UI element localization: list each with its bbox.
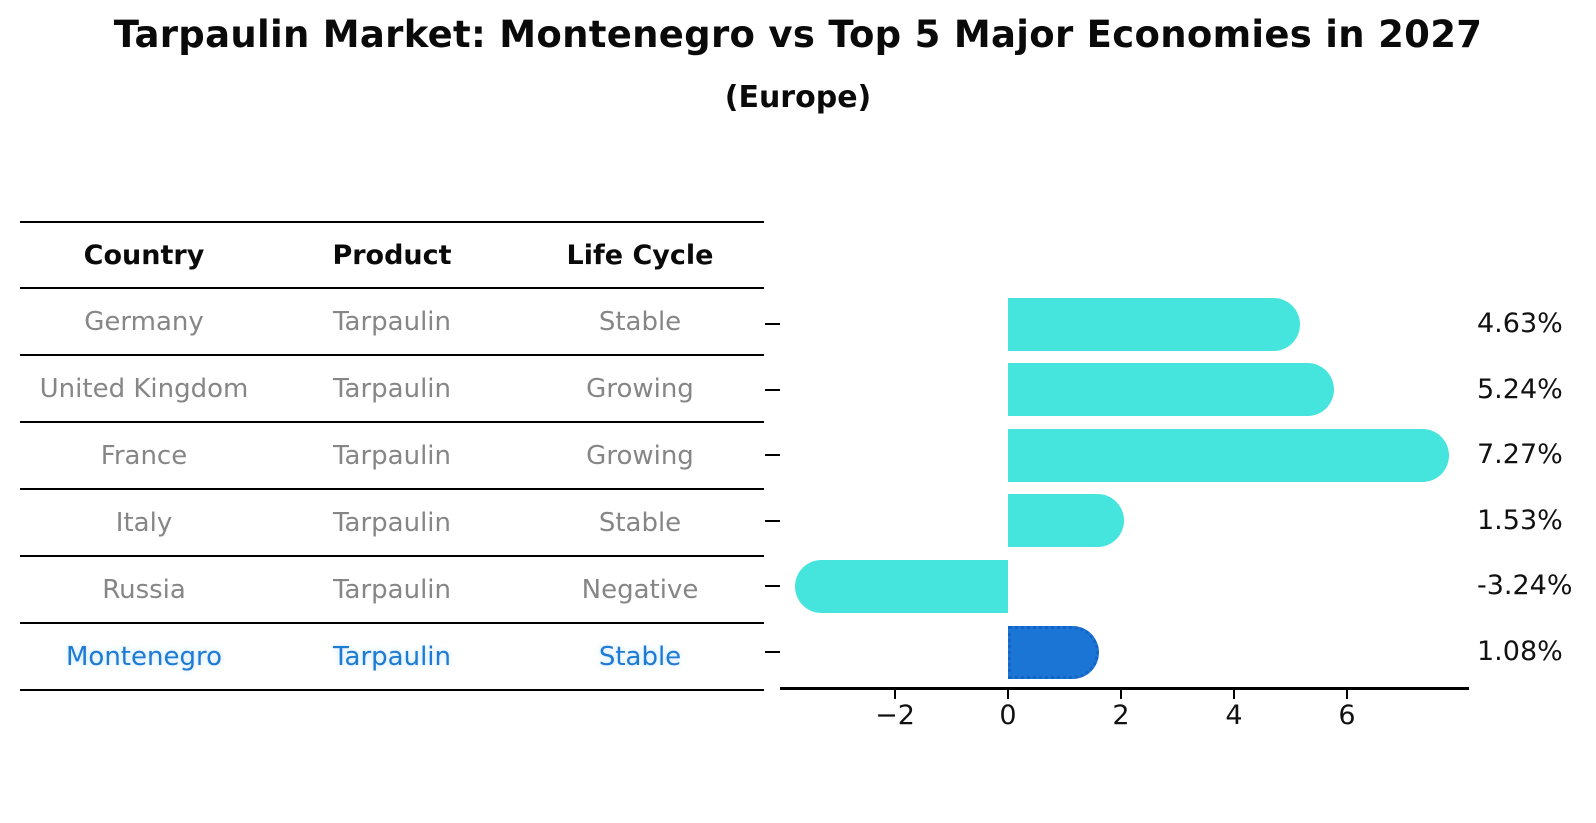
table-row-montenegro: Montenegro Tarpaulin Stable (20, 624, 764, 691)
x-axis-tick-label: 4 (1225, 700, 1243, 731)
cell-country: United Kingdom (39, 373, 249, 404)
bar-montenegro (1008, 625, 1100, 679)
x-axis-tick-label: −2 (875, 700, 915, 731)
bar-united-kingdom (1008, 363, 1335, 417)
y-axis-tick (765, 388, 780, 391)
cell-country: Russia (102, 574, 186, 605)
table-header-life-cycle: Life Cycle (566, 239, 714, 271)
chart-title: Tarpaulin Market: Montenegro vs Top 5 Ma… (113, 13, 1483, 56)
cell-product: Tarpaulin (332, 306, 452, 337)
cell-country: Italy (115, 507, 173, 538)
cell-life-cycle: Growing (586, 373, 694, 404)
cell-product: Tarpaulin (332, 641, 452, 672)
table-body: Germany Tarpaulin Stable United Kingdom Tarp… (20, 289, 764, 691)
cell-life-cycle: Stable (598, 641, 682, 672)
y-axis-tick (765, 651, 780, 653)
x-axis-tick (1007, 689, 1009, 699)
table-header-product: Product (332, 239, 452, 271)
y-axis-tick (765, 585, 780, 588)
chart-subtitle: (Europe) (724, 80, 872, 115)
x-axis-tick-label: 0 (999, 700, 1017, 731)
bar-value-label-italy: 1.53% (1477, 504, 1563, 536)
table-row-russia: Russia Tarpaulin Negative (20, 557, 764, 624)
bar-italy (1008, 494, 1125, 548)
bar-germany (1008, 297, 1300, 351)
cell-life-cycle: Stable (598, 306, 682, 337)
x-axis-tick-label: 6 (1338, 700, 1356, 731)
table-row-germany: Germany Tarpaulin Stable (20, 289, 764, 356)
bar-russia (794, 559, 1008, 613)
y-axis-tick (765, 323, 780, 325)
cell-life-cycle: Stable (598, 507, 682, 538)
x-axis-tick-label: 2 (1112, 700, 1130, 731)
cell-product: Tarpaulin (332, 507, 452, 538)
cell-country: France (100, 440, 188, 471)
cell-product: Tarpaulin (332, 373, 452, 404)
x-axis-line (780, 687, 1469, 690)
table-row-united-kingdom: United Kingdom Tarpaulin Growing (20, 356, 764, 423)
cell-life-cycle: Growing (586, 440, 694, 471)
cell-product: Tarpaulin (332, 440, 452, 471)
bar-value-label-france: 7.27% (1477, 439, 1563, 471)
y-axis-tick (765, 519, 780, 522)
bar-value-label-united-kingdom: 5.24% (1477, 373, 1563, 405)
country-table: Country Product Life Cycle Germany Tarpau… (20, 221, 764, 691)
x-axis-tick (1233, 689, 1235, 699)
x-axis-tick (1120, 689, 1122, 699)
cell-product: Tarpaulin (332, 574, 452, 605)
cell-country: Montenegro (65, 641, 222, 672)
bar-france (1008, 428, 1449, 482)
x-axis-tick (1346, 689, 1348, 699)
table-header-country: Country (83, 239, 205, 271)
bar-value-label-montenegro: 1.08% (1477, 636, 1563, 667)
cell-country: Germany (84, 306, 204, 337)
cell-life-cycle: Negative (581, 574, 699, 605)
table-header-row: Country Product Life Cycle (20, 221, 764, 289)
table-row-france: France Tarpaulin Growing (20, 423, 764, 490)
x-axis-tick (894, 689, 896, 699)
bar-value-label-russia: -3.24% (1477, 570, 1573, 602)
y-axis-tick (765, 454, 780, 457)
bar-value-label-germany: 4.63% (1477, 308, 1563, 339)
table-row-italy: Italy Tarpaulin Stable (20, 490, 764, 557)
